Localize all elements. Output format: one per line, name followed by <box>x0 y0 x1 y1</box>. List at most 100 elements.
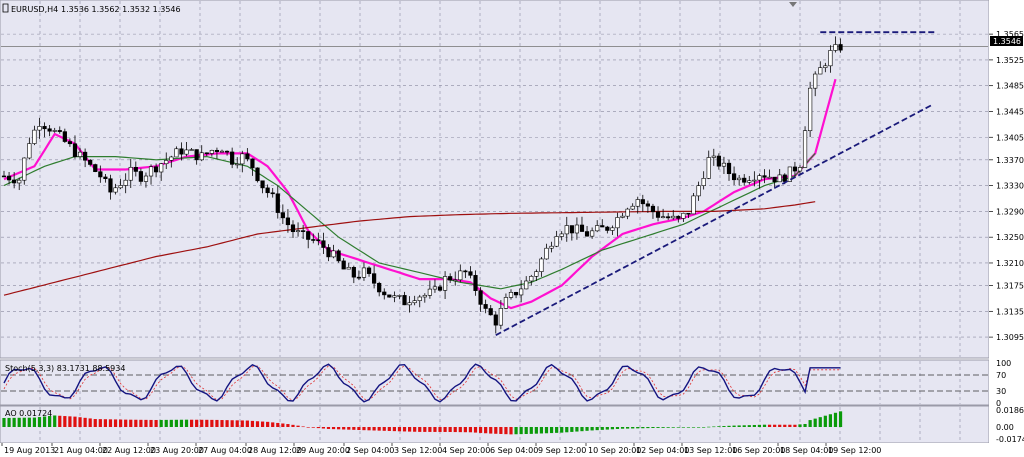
ao-bar <box>717 426 721 427</box>
candle-body <box>463 270 468 273</box>
ao-bar <box>362 427 366 431</box>
candle-body <box>42 126 47 130</box>
ao-bar <box>73 416 77 427</box>
ao-bar <box>337 427 341 430</box>
candle-body <box>306 231 311 240</box>
ao-bar <box>499 427 503 434</box>
candle-body <box>782 174 787 182</box>
candle-body <box>823 65 828 68</box>
candle-body <box>645 203 650 207</box>
candle-body <box>199 152 204 161</box>
y-tick-label: 1.3210 <box>996 259 1024 268</box>
candle-body <box>83 151 88 161</box>
ao-bar <box>681 427 685 428</box>
candle-body <box>164 160 169 165</box>
ao-bar <box>42 416 47 427</box>
ao-bar <box>189 419 194 427</box>
drawn-lines[interactable] <box>495 31 937 336</box>
ao-bar <box>696 427 701 428</box>
candle-body <box>184 149 189 155</box>
ao-bar <box>752 424 756 427</box>
ao-bar <box>580 427 584 432</box>
ao-bar <box>691 427 696 428</box>
ao-bar <box>276 422 280 427</box>
x-tick-label: 19 Aug 2013 <box>4 446 55 455</box>
ao-bar <box>651 427 655 428</box>
ao-bar <box>245 420 249 427</box>
ao-bar <box>656 427 660 428</box>
candle-body <box>473 275 478 291</box>
y-tick-label: 1.3405 <box>996 133 1024 142</box>
ao-bar <box>443 427 447 432</box>
ao-bar <box>78 417 82 427</box>
candle-body <box>356 276 362 279</box>
x-tick-label: 12 Sep 04:00 <box>636 446 689 455</box>
stochastic-panel[interactable] <box>0 359 990 406</box>
ao-bar <box>88 418 92 427</box>
candle-body <box>1 175 7 178</box>
candle-body <box>17 179 22 184</box>
candle-body <box>792 166 798 172</box>
ao-bar <box>453 427 457 433</box>
candle-body <box>508 292 514 298</box>
candle-body <box>62 131 67 142</box>
ao-bar <box>615 427 620 430</box>
stoch-main-line <box>3 363 841 403</box>
ao-bar <box>113 419 118 427</box>
ao-bar <box>600 427 604 430</box>
y-tick-label: 1.3330 <box>996 182 1024 191</box>
candle-body <box>133 166 138 172</box>
ao-bar <box>448 427 452 432</box>
candle-body <box>797 167 803 172</box>
candle-body <box>336 250 341 262</box>
candle-body <box>154 166 159 173</box>
ao-bar <box>757 424 762 427</box>
candle-body <box>544 247 549 260</box>
x-tick-label: 18 Sep 04:00 <box>780 446 833 455</box>
candle-body <box>275 193 280 213</box>
ao-bar <box>646 427 650 429</box>
candle-body <box>747 180 752 183</box>
ao-bar <box>661 427 665 428</box>
x-tick-label: 23 Aug 20:00 <box>150 446 204 455</box>
ao-bar <box>783 424 787 427</box>
moving-average-line <box>3 152 816 290</box>
ao-bar <box>793 424 797 427</box>
candle-body <box>488 308 493 316</box>
x-tick-label: 10 Sep 20:00 <box>588 446 641 455</box>
ao-bar <box>291 424 295 427</box>
candle-body <box>737 177 742 181</box>
candle-body <box>610 227 615 231</box>
ao-bar <box>37 417 42 427</box>
main-panel[interactable] <box>0 0 990 359</box>
candle-body <box>412 300 417 304</box>
ao-bar <box>788 424 792 427</box>
candle-body <box>483 304 488 309</box>
shift-marker-icon[interactable] <box>789 2 797 7</box>
candle-body <box>280 212 285 219</box>
ao-histogram <box>2 411 843 435</box>
candle-body <box>584 231 590 237</box>
candle-body <box>833 44 838 51</box>
ao-bar <box>473 427 478 433</box>
candle-body <box>757 175 762 181</box>
ao-bar <box>737 425 741 427</box>
ao-bar <box>408 427 412 432</box>
candle-body <box>539 258 544 272</box>
ao-bar <box>286 424 290 427</box>
stoch-tick-label: 30 <box>996 387 1006 396</box>
y-tick-label: 1.3135 <box>996 307 1024 316</box>
candle-body <box>519 288 524 296</box>
ao-bar <box>458 427 462 433</box>
candle-body <box>681 212 686 219</box>
candle-body <box>47 128 52 132</box>
trendline <box>495 104 933 336</box>
ao-bar <box>803 423 807 427</box>
candle-body <box>143 175 149 182</box>
candle-body <box>123 179 128 186</box>
y-axis-ticks: 1.3565 1.3525 1.3485 1.3445 1.3405 1.3370 1.33… <box>989 30 1024 444</box>
candle-body <box>255 167 260 182</box>
ao-bar <box>215 419 219 427</box>
grid <box>1 1 988 442</box>
